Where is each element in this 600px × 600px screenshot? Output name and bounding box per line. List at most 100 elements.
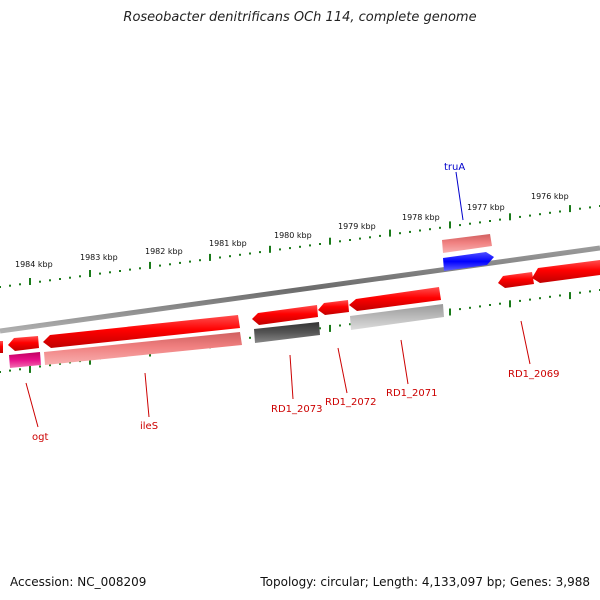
major-tick [329,237,331,245]
minor-tick [579,291,581,294]
gene-RD1_2073-red[interactable] [252,305,318,325]
minor-tick [519,215,521,218]
minor-tick [519,299,521,302]
major-tick [89,270,91,277]
minor-tick [139,267,141,270]
minor-tick [479,305,481,308]
major-tick [329,324,331,332]
major-tick [449,221,451,229]
label-RD1_2069[interactable]: RD1_2069 [508,369,559,380]
minor-tick [489,304,491,306]
minor-tick [429,228,431,231]
minor-tick [339,240,341,243]
minor-tick [249,252,251,255]
minor-tick [39,365,41,368]
minor-tick [289,247,291,250]
minor-tick [79,275,81,278]
label-RD1_2072[interactable]: RD1_2072 [325,397,376,408]
minor-tick [359,237,361,240]
minor-tick [0,371,1,373]
minor-tick [259,251,261,254]
gene-RD1_2073[interactable] [254,322,320,343]
major-tick [29,278,31,285]
gene-ileS[interactable] [43,315,240,348]
gene-RD1_2069[interactable] [532,260,600,283]
kbp-label-1980: 1980 kbp [274,231,312,240]
gene-ileS-pink[interactable] [44,332,242,365]
minor-tick [369,236,371,239]
gene-left-edge-stub[interactable] [0,341,3,353]
leader-ileS [144,372,150,418]
kbp-label-1984: 1984 kbp [15,260,53,269]
label-ileS[interactable]: ileS [140,421,158,432]
major-tick [569,292,571,300]
minor-tick [559,294,561,297]
major-tick [209,253,211,261]
minor-tick [59,362,61,365]
genome-summary-text: Topology: circular; Length: 4,133,097 bp… [260,575,590,589]
minor-tick [219,256,221,259]
kbp-label-1983: 1983 kbp [80,253,118,262]
gene-RD1_2069-a[interactable] [498,272,534,288]
label-ogt[interactable]: ogt [32,432,48,443]
label-RD1_2073[interactable]: RD1_2073 [271,404,322,415]
minor-tick [539,213,541,216]
minor-tick [339,324,341,327]
gene-RD1_2071[interactable] [349,287,441,311]
minor-tick [409,230,411,233]
kbp-label-1981: 1981 kbp [209,239,247,248]
gene-ogt[interactable] [9,352,41,368]
minor-tick [489,220,491,222]
gene-ogt-red[interactable] [8,336,39,351]
kbp-label-1982: 1982 kbp [145,247,183,256]
label-RD1_2071[interactable]: RD1_2071 [386,388,437,399]
minor-tick [109,271,111,274]
minor-tick [19,283,21,286]
leader-RD1_2069 [520,320,531,365]
minor-tick [319,327,321,330]
genome-backbone [0,245,600,334]
minor-tick [129,268,131,271]
minor-tick [469,222,471,225]
kbp-label-1978: 1978 kbp [402,213,440,222]
minor-tick [169,263,171,266]
minor-tick [399,232,401,235]
gene-truA-pink[interactable] [442,234,492,253]
minor-tick [49,279,51,282]
minor-tick [239,253,241,256]
minor-tick [189,260,191,263]
minor-tick [319,243,321,245]
major-tick [149,261,151,269]
leader-truA [455,171,464,221]
minor-tick [249,336,251,339]
map-title: Roseobacter denitrificans OCh 114, compl… [123,10,477,25]
minor-tick [499,302,501,305]
major-tick [269,245,271,253]
outer-scale-ticks [0,205,600,288]
gene-truA[interactable] [443,252,494,271]
minor-tick [459,224,461,227]
minor-tick [529,298,531,301]
minor-tick [179,261,181,264]
minor-tick [549,295,551,298]
accession-text: Accession: NC_008209 [10,575,147,589]
label-truA[interactable]: truA [444,162,465,173]
minor-tick [589,206,591,209]
minor-tick [9,284,11,287]
minor-tick [59,278,61,280]
minor-tick [549,211,551,214]
major-tick [29,365,31,373]
minor-tick [119,270,121,272]
leader-RD1_2071 [400,339,409,385]
minor-tick [589,290,591,293]
minor-tick [309,244,311,247]
leader-RD1_2072 [337,347,348,394]
gene-RD1_2072[interactable] [318,300,349,315]
major-tick [389,229,391,237]
kbp-label-1977: 1977 kbp [467,203,505,212]
minor-tick [459,308,461,311]
gene-RD1_2071-gray[interactable] [350,304,444,330]
minor-tick [539,297,541,300]
minor-tick [469,306,471,309]
